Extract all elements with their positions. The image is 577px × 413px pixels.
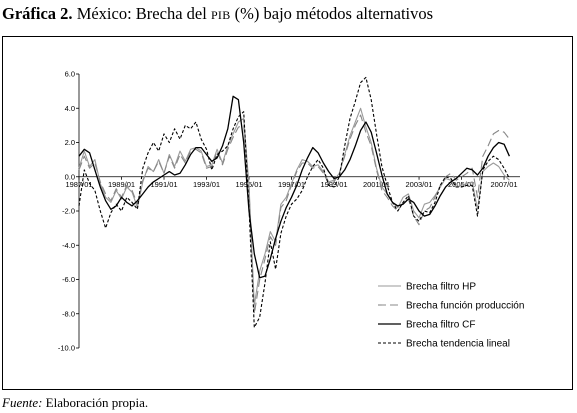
y-tick-label: -4.0	[62, 241, 75, 250]
chart-title-post: (%) bajo métodos alternativos	[230, 4, 434, 23]
x-tick-label: 1991/01	[150, 180, 177, 189]
x-tick-label: 2005/01	[448, 180, 475, 189]
y-tick-label: 2.0	[65, 138, 75, 147]
chart-title: Gráfica 2. México: Brecha del PIB (%) ba…	[2, 4, 433, 24]
y-tick-label: -2.0	[62, 207, 75, 216]
series-line-1	[78, 107, 510, 306]
legend-label: Brecha función producción	[406, 301, 524, 312]
x-tick-label: 2001/01	[363, 180, 390, 189]
chart-title-pre: México: Brecha del	[72, 4, 211, 23]
y-tick-label: -10.0	[58, 344, 75, 353]
chart-title-lead: Gráfica 2.	[2, 4, 73, 23]
x-tick-label: 1993/01	[193, 180, 220, 189]
y-tick-label: 4.0	[65, 104, 75, 113]
x-tick-label: 2007/01	[490, 180, 517, 189]
y-tick-label: 6.0	[65, 70, 75, 79]
series-line-2	[78, 114, 510, 315]
legend-label: Brecha tendencia lineal	[406, 339, 510, 350]
source-text: Elaboración propia.	[42, 395, 149, 410]
y-tick-label: -6.0	[62, 275, 75, 284]
x-tick-label: 2003/01	[405, 180, 432, 189]
chart-frame	[2, 36, 573, 390]
chart-title-smallcaps: PIB	[210, 8, 231, 22]
x-tick-label: 1999/01	[320, 180, 347, 189]
series-line-4	[78, 76, 510, 328]
source-label: Fuente:	[2, 395, 43, 410]
legend-label: Brecha filtro HP	[406, 282, 476, 293]
y-tick-label: -8.0	[62, 309, 75, 318]
x-tick-label: 1989/01	[108, 180, 135, 189]
chart-source: Fuente: Elaboración propia.	[2, 395, 148, 411]
x-tick-label: 1987/01	[65, 180, 92, 189]
legend-label: Brecha filtro CF	[406, 320, 475, 331]
y-tick-label: 0.0	[65, 172, 75, 181]
series-line-3	[78, 95, 510, 279]
